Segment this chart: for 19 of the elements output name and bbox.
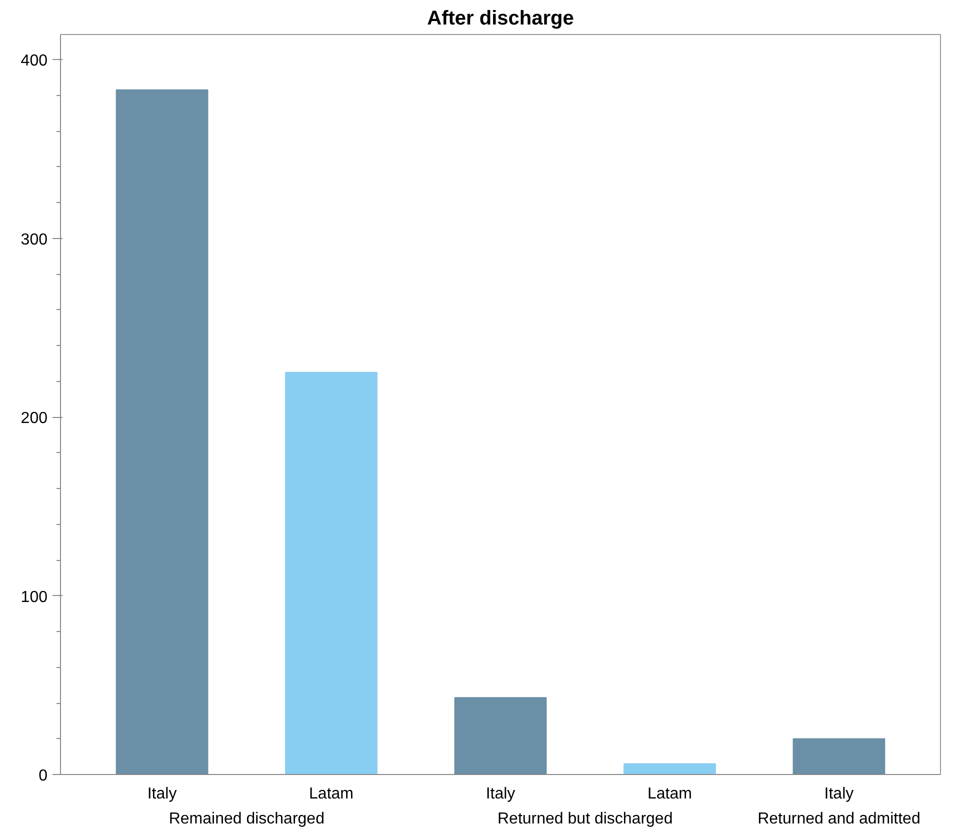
bar (285, 372, 378, 774)
chart-title: After discharge (427, 8, 574, 30)
x-tick-label: Remained discharged (168, 810, 324, 828)
y-tick-label: 0 (38, 768, 48, 784)
bar (454, 697, 547, 774)
series-label: Latam (309, 786, 354, 802)
x-tick-label: Returned and admitted (758, 810, 920, 828)
y-tick-label: 200 (20, 410, 48, 428)
text: Italy (824, 786, 854, 802)
y-tick-label: 400 (20, 52, 48, 70)
y-tick-label: 300 (20, 231, 48, 248)
bar (116, 89, 208, 774)
series-label: Italy (147, 786, 177, 802)
bar (792, 738, 886, 774)
bar (624, 763, 716, 774)
x-tick-label: Returned but discharged (498, 810, 673, 828)
y-tick-label: 100 (20, 588, 48, 606)
text: Italy (486, 786, 516, 802)
text: Latam (647, 786, 692, 802)
